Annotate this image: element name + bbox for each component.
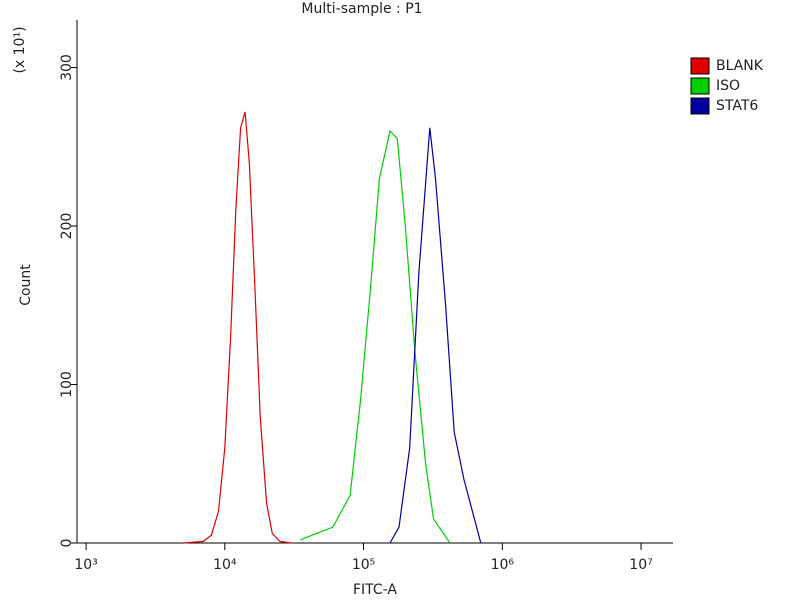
x-tick-label: 10⁴ xyxy=(213,557,237,573)
legend-swatch xyxy=(690,97,710,115)
legend-label: STAT6 xyxy=(716,98,758,114)
y-tick-label: 200 xyxy=(59,213,75,240)
y-tick-label: 300 xyxy=(59,54,75,81)
series-line xyxy=(389,127,482,544)
legend-label: BLANK xyxy=(716,58,764,74)
x-axis-label: FITC-A xyxy=(353,582,397,598)
series-line xyxy=(183,111,292,544)
x-tick-label: 10⁵ xyxy=(352,557,375,573)
legend-label: ISO xyxy=(716,78,740,94)
x-tick-label: 10³ xyxy=(74,557,97,573)
series-line xyxy=(300,129,451,544)
x-tick-label: 10⁷ xyxy=(629,557,652,573)
legend-swatch xyxy=(690,57,710,75)
legend-swatch xyxy=(690,77,710,95)
chart-title: Multi-sample : P1 xyxy=(301,1,422,17)
x-tick-label: 10⁶ xyxy=(491,557,515,573)
y-multiplier: (x 10¹) xyxy=(12,26,28,73)
y-tick-label: 100 xyxy=(59,371,75,398)
y-tick-label: 0 xyxy=(59,539,75,548)
y-axis-label: Count xyxy=(18,264,34,306)
